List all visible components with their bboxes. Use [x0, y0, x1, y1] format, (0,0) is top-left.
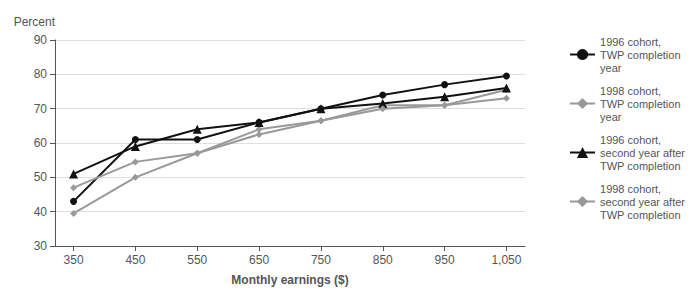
svg-text:30: 30 — [34, 239, 48, 253]
svg-text:40: 40 — [34, 205, 48, 219]
svg-text:Percent: Percent — [14, 15, 56, 29]
svg-text:second year after: second year after — [600, 196, 685, 208]
svg-text:90: 90 — [34, 33, 48, 47]
svg-text:second year after: second year after — [600, 147, 685, 159]
svg-text:TWP completion: TWP completion — [600, 209, 681, 221]
svg-text:350: 350 — [64, 253, 84, 267]
svg-text:TWP completion: TWP completion — [600, 160, 681, 172]
svg-text:1,050: 1,050 — [491, 253, 521, 267]
svg-text:year: year — [600, 111, 622, 123]
svg-text:1996 cohort,: 1996 cohort, — [600, 36, 661, 48]
svg-text:year: year — [600, 62, 622, 74]
svg-text:1996 cohort,: 1996 cohort, — [600, 134, 661, 146]
svg-text:TWP completion: TWP completion — [600, 49, 681, 61]
svg-text:950: 950 — [435, 253, 455, 267]
svg-text:70: 70 — [34, 102, 48, 116]
svg-text:650: 650 — [249, 253, 269, 267]
svg-text:1998 cohort,: 1998 cohort, — [600, 183, 661, 195]
svg-text:Monthly earnings ($): Monthly earnings ($) — [231, 273, 348, 287]
svg-text:TWP completion: TWP completion — [600, 98, 681, 110]
svg-text:60: 60 — [34, 136, 48, 150]
svg-text:850: 850 — [373, 253, 393, 267]
svg-text:80: 80 — [34, 67, 48, 81]
svg-text:50: 50 — [34, 170, 48, 184]
svg-text:550: 550 — [187, 253, 207, 267]
svg-text:750: 750 — [311, 253, 331, 267]
svg-text:1998 cohort,: 1998 cohort, — [600, 85, 661, 97]
svg-text:450: 450 — [125, 253, 145, 267]
